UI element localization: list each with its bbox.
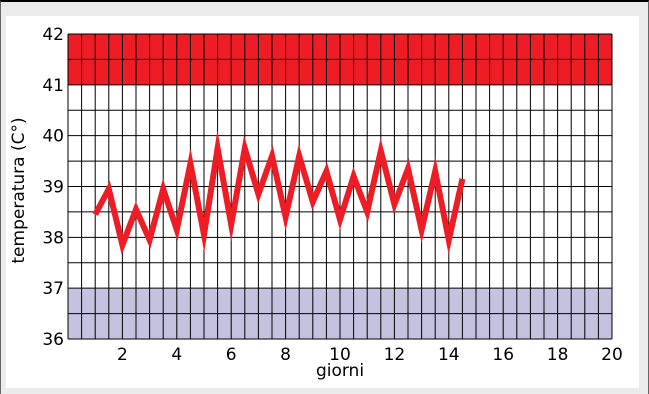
x-tick-label: 10	[329, 345, 351, 365]
x-tick-label: 2	[117, 345, 128, 365]
y-tick-label: 40	[42, 127, 64, 147]
y-tick-label: 41	[42, 76, 64, 96]
series-line	[92, 130, 466, 256]
x-axis-label: giorni	[316, 361, 364, 381]
y-axis-label: temperatura (C°)	[9, 117, 29, 263]
y-tick-label: 37	[42, 279, 64, 299]
x-tick-label: 6	[226, 345, 237, 365]
chart-panel: 2 4 6 8 10 12 14 16 18 20 36 37 38 39 40 41 42 giorni te…	[6, 16, 639, 388]
x-tick-label: 20	[601, 345, 623, 365]
data-series	[92, 130, 466, 256]
x-tick-label: 14	[438, 345, 460, 365]
x-tick-label: 16	[492, 345, 514, 365]
x-tick-label: 18	[547, 345, 569, 365]
grid-lines	[67, 33, 613, 340]
x-tick-label: 4	[171, 345, 182, 365]
temperature-chart: 2 4 6 8 10 12 14 16 18 20 36 37 38 39 40 41 42 giorni te…	[9, 25, 623, 381]
x-tick-label: 12	[384, 345, 406, 365]
tick-labels: 2 4 6 8 10 12 14 16 18 20 36 37 38 39 40 41 42	[42, 25, 622, 365]
y-tick-label: 36	[42, 330, 64, 350]
y-tick-label: 42	[42, 25, 64, 45]
y-tick-label: 38	[42, 228, 64, 248]
x-tick-label: 8	[280, 345, 291, 365]
y-tick-label: 39	[42, 178, 64, 198]
